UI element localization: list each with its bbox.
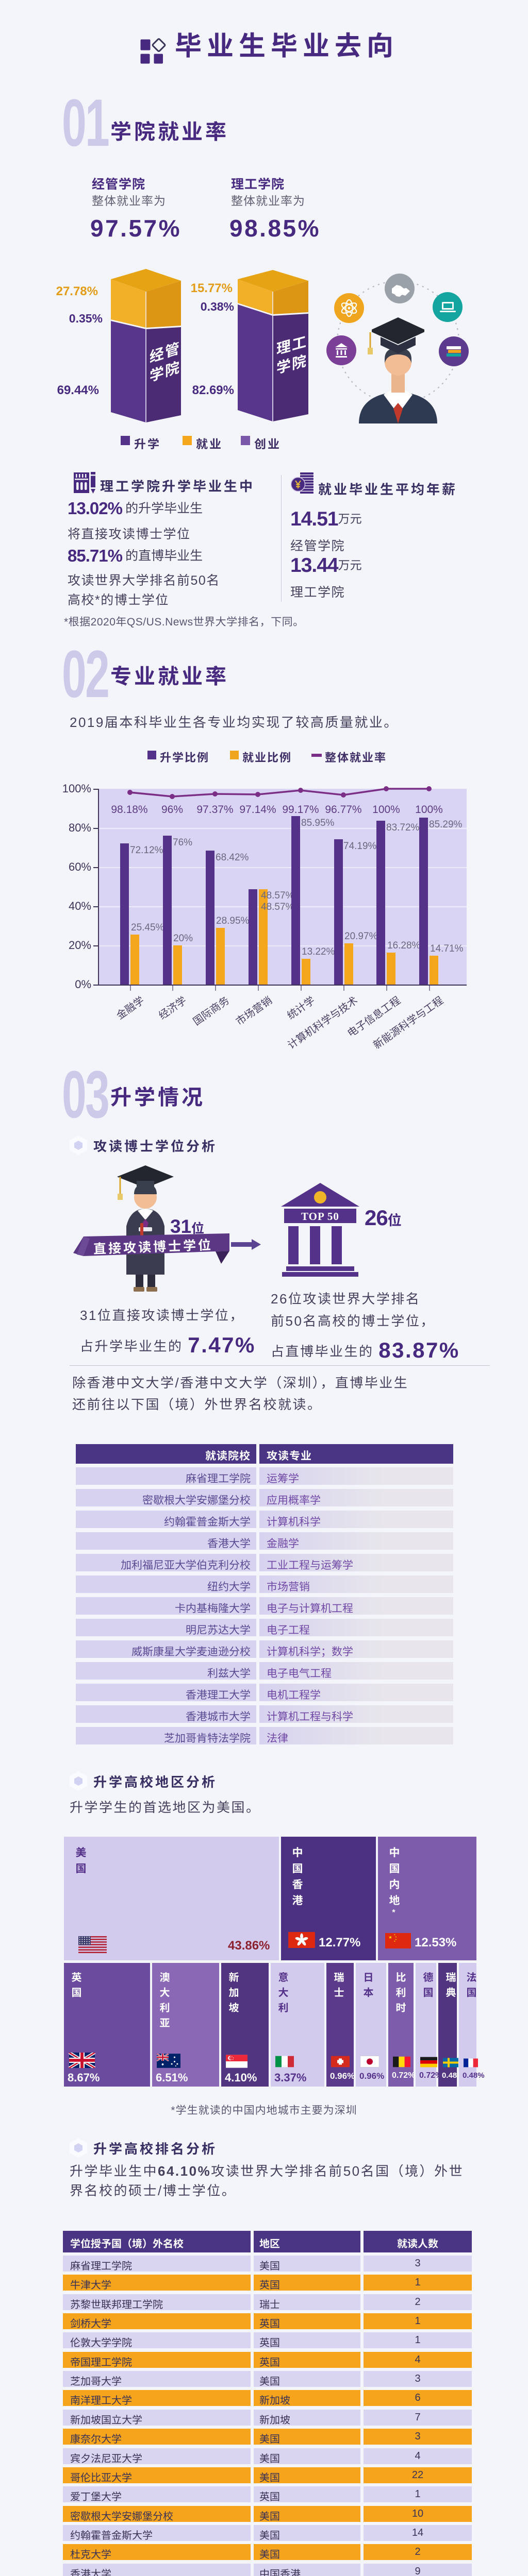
svg-text:TOP 50: TOP 50	[301, 1210, 339, 1223]
